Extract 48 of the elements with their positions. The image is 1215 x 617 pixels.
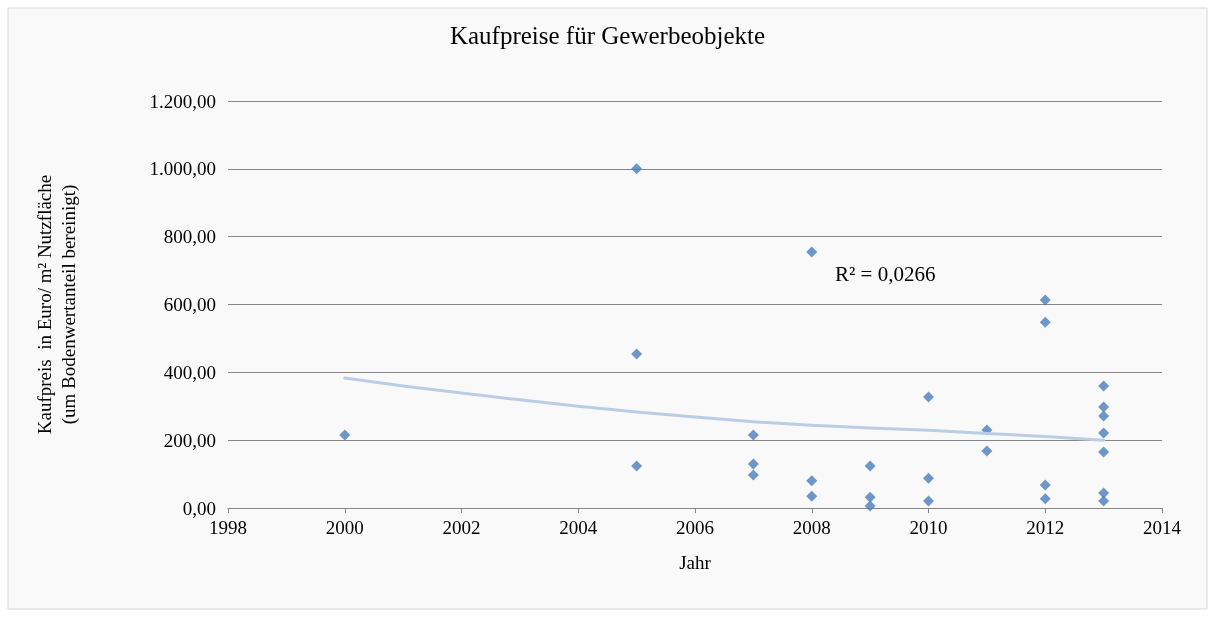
point: [1039, 316, 1051, 328]
x-tick-label: 2006: [676, 517, 714, 538]
point: [339, 429, 351, 441]
y-axis-title: Kaufpreis in Euro/ m² Nutzfläche (um Bodenwertanteil bereinigt): [33, 174, 80, 435]
point: [806, 246, 818, 258]
point: [864, 491, 876, 503]
point: [1098, 410, 1110, 422]
point: [923, 391, 934, 403]
point: [1039, 493, 1051, 505]
chart-title: Kaufpreise für Gewerbeobjekte: [449, 22, 766, 49]
y-tick-label: 1.200,00: [149, 90, 216, 112]
x-tick-label: 2014: [1143, 517, 1182, 538]
x-axis-title: Jahr: [679, 552, 712, 573]
y-tick-label: 800,00: [163, 226, 216, 248]
x-tick-label: 2010: [909, 517, 948, 538]
point: [747, 429, 759, 441]
point: [747, 458, 759, 470]
x-tick-label: 2012: [1026, 517, 1065, 538]
x-tick-label: 1998: [209, 517, 247, 538]
y-tick-label: 0,00: [182, 497, 216, 519]
point: [631, 163, 643, 175]
point: [1098, 487, 1110, 499]
x-tick-label: 2002: [442, 517, 481, 538]
point: [923, 472, 934, 484]
point: [1098, 495, 1110, 507]
y-tick-label: 400,00: [163, 361, 216, 383]
point: [1098, 446, 1110, 458]
point: [1098, 380, 1110, 392]
point: [1039, 479, 1051, 491]
point: [1039, 294, 1051, 306]
point: [1098, 427, 1110, 439]
point: [923, 495, 934, 507]
annotation: R² = 0,0266: [835, 261, 936, 286]
x-tick-label: 2000: [325, 517, 364, 538]
point: [981, 445, 993, 457]
x-tick-label: 2008: [792, 517, 831, 538]
point: [631, 348, 643, 360]
y-tick-label: 1.000,00: [149, 158, 216, 180]
point: [631, 460, 643, 472]
point: [1098, 401, 1110, 413]
point: [806, 475, 818, 487]
point: [864, 460, 876, 472]
point: [747, 469, 759, 481]
y-tick-label: 600,00: [163, 294, 216, 315]
x-tick-label: 2004: [559, 517, 598, 538]
point: [864, 500, 876, 512]
point: [806, 490, 818, 502]
y-tick-label: 200,00: [163, 429, 216, 451]
